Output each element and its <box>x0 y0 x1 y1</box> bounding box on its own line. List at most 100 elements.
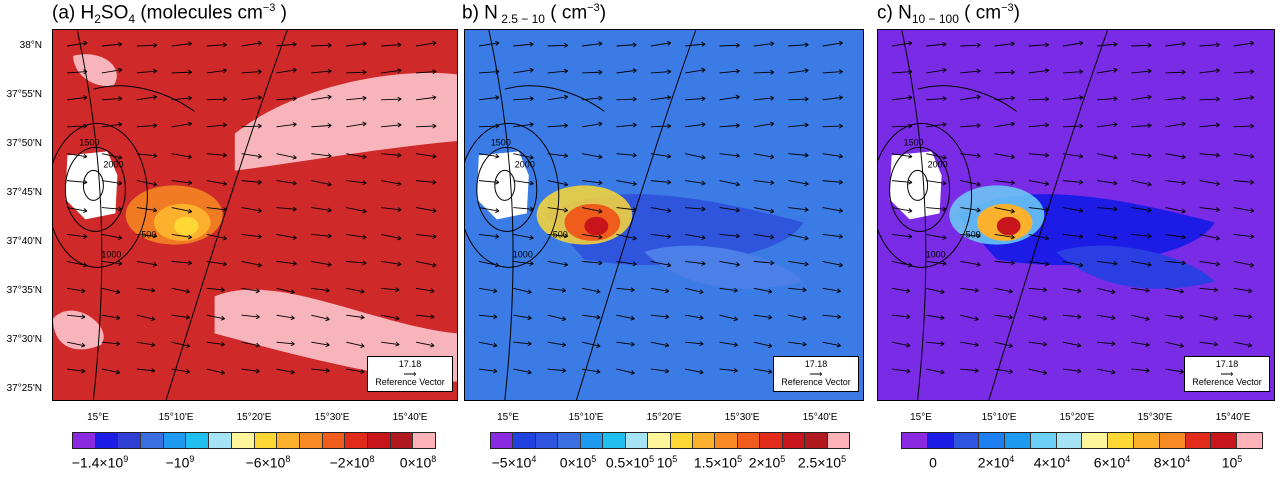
wind-arrowhead <box>83 208 88 213</box>
wind-arrow <box>616 260 637 265</box>
wind-arrow <box>926 153 947 159</box>
wind-arrowhead <box>701 235 706 240</box>
wind-arrow <box>241 96 262 101</box>
contour-line <box>76 30 103 400</box>
wind-arrow <box>891 314 911 318</box>
reference-vector-box: 17.18 ⟶ Reference Vector <box>773 356 859 392</box>
wind-arrowhead <box>701 206 706 212</box>
wind-arrowhead <box>292 260 297 266</box>
wind-arrow <box>101 180 122 185</box>
wind-arrow <box>1062 125 1083 128</box>
wind-arrow <box>1199 180 1220 185</box>
wind-arrowhead <box>942 41 947 47</box>
wind-arrowhead <box>1147 233 1152 239</box>
wind-arrow <box>1028 98 1049 101</box>
lat-label: 37°50'N <box>6 138 42 149</box>
wind-arrowhead <box>81 342 86 348</box>
wind-arrow <box>616 153 637 156</box>
wind-arrowhead <box>81 314 86 320</box>
wind-arrowhead <box>1111 289 1116 295</box>
wind-arrowhead <box>1215 181 1220 187</box>
wind-arrowhead <box>1215 235 1220 241</box>
wind-arrowhead <box>976 262 981 267</box>
wind-arrowhead <box>563 94 569 100</box>
wind-arrow <box>1062 260 1084 267</box>
wind-arrowhead <box>529 154 534 160</box>
wind-arrowhead <box>495 123 500 129</box>
wind-arrow <box>478 71 500 74</box>
wind-arrowhead <box>1010 180 1015 186</box>
wind-arrowhead <box>325 287 330 293</box>
wind-arrow <box>616 314 635 320</box>
wind-arrowhead <box>701 122 706 128</box>
wind-vectors <box>478 40 843 375</box>
wind-arrow <box>381 124 402 128</box>
panel-b-map: 500 1000 1500 2000 17.18 ⟶ Reference Vector <box>464 29 864 401</box>
wind-arrow <box>171 287 190 293</box>
wind-arrow <box>171 42 192 47</box>
wind-arrow <box>1165 234 1186 238</box>
wind-arrow <box>1233 180 1254 183</box>
wind-arrow <box>719 96 740 101</box>
wind-arrow <box>101 153 123 159</box>
wind-arrow <box>346 153 367 158</box>
wind-arrowhead <box>1044 122 1049 128</box>
wind-arrowhead <box>561 316 567 322</box>
wind-arrow <box>478 125 500 128</box>
wind-arrow <box>346 314 365 319</box>
wind-arrowhead <box>1111 341 1116 347</box>
plume-core <box>174 216 199 236</box>
wind-arrow <box>513 153 534 159</box>
wind-arrowhead <box>1079 234 1084 239</box>
wind-arrow <box>1131 314 1150 320</box>
wind-arrowhead <box>976 233 981 239</box>
wind-arrow <box>719 70 740 74</box>
contour-label: 2000 <box>515 159 535 169</box>
wind-arrow <box>1165 260 1186 264</box>
wind-arrowhead <box>397 42 402 48</box>
colorbar-swatch <box>367 433 391 448</box>
wind-arrow <box>1062 71 1083 74</box>
wind-arrowhead <box>118 235 123 240</box>
wind-arrow <box>276 69 297 74</box>
wind-arrowhead <box>83 69 88 75</box>
wind-arrowhead <box>802 287 807 293</box>
wind-arrow <box>719 368 738 372</box>
colorbar-swatch <box>827 433 849 448</box>
lon-label: 15°20'E <box>1059 412 1095 423</box>
wind-arrowhead <box>325 342 330 348</box>
wind-arrowhead <box>667 69 672 75</box>
wind-arrow <box>582 123 603 128</box>
wind-arrowhead <box>770 234 775 240</box>
wind-arrow <box>101 368 120 374</box>
wind-arrowhead <box>942 122 947 128</box>
wind-arrow <box>582 153 603 158</box>
wind-arrow <box>478 207 500 212</box>
wind-arrowhead <box>838 153 843 159</box>
wind-arrow <box>650 96 671 101</box>
panel-b-field: 500 1000 1500 2000 <box>465 30 863 400</box>
wind-arrow <box>1028 234 1049 240</box>
colorbar-swatch <box>491 433 514 448</box>
colorbar-swatch <box>953 433 980 448</box>
wind-arrow <box>685 234 706 239</box>
wind-arrow <box>788 69 809 74</box>
wind-arrow <box>1097 260 1118 265</box>
wind-arrow <box>381 44 402 47</box>
wind-arrowhead <box>185 314 191 320</box>
wind-arrow <box>171 71 192 74</box>
wind-arrow <box>891 260 913 267</box>
wind-arrowhead <box>257 153 262 159</box>
lat-label: 37°30'N <box>6 334 42 345</box>
wind-arrowhead <box>495 179 500 185</box>
contour-line <box>53 122 148 268</box>
wind-arrow <box>960 180 981 186</box>
wind-arrowhead <box>83 95 88 101</box>
wind-arrowhead <box>1181 234 1186 240</box>
wind-arrowhead <box>292 96 297 102</box>
lon-label: 15°30'E <box>724 412 760 423</box>
wind-arrow <box>719 153 740 157</box>
wind-arrowhead <box>770 260 775 266</box>
wind-arrowhead <box>153 68 158 74</box>
volcano-mask <box>889 151 942 220</box>
